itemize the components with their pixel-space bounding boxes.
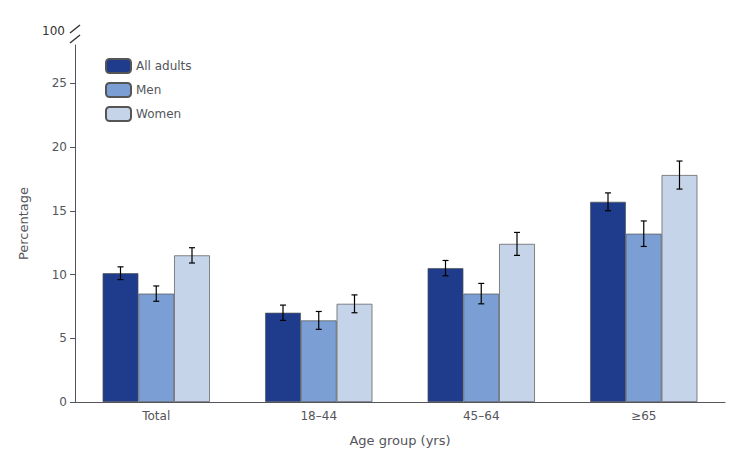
svg-text:Percentage: Percentage bbox=[16, 187, 31, 260]
svg-text:All adults: All adults bbox=[136, 59, 192, 73]
svg-text:Total: Total bbox=[141, 409, 170, 423]
svg-text:18–44: 18–44 bbox=[300, 409, 337, 423]
svg-text:5: 5 bbox=[59, 331, 67, 345]
svg-text:20: 20 bbox=[52, 140, 67, 154]
svg-text:10: 10 bbox=[52, 268, 67, 282]
svg-text:Men: Men bbox=[136, 83, 161, 97]
svg-text:Women: Women bbox=[136, 107, 181, 121]
svg-text:≥65: ≥65 bbox=[631, 409, 656, 423]
svg-text:15: 15 bbox=[52, 204, 67, 218]
svg-text:100: 100 bbox=[42, 24, 65, 38]
svg-text:45–64: 45–64 bbox=[463, 409, 500, 423]
svg-text:0: 0 bbox=[59, 395, 67, 409]
svg-text:Age group (yrs): Age group (yrs) bbox=[349, 433, 450, 448]
svg-text:25: 25 bbox=[52, 76, 67, 90]
